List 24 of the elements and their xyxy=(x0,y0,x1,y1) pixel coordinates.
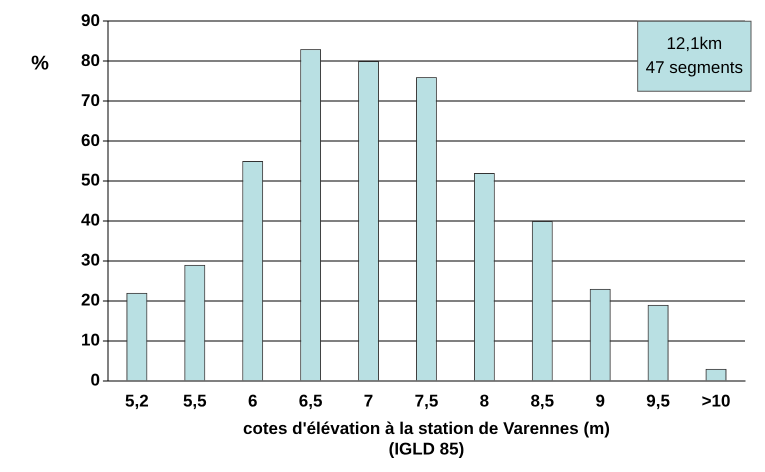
y-tick-label: 0 xyxy=(90,370,100,390)
x-tick-label: 7,5 xyxy=(414,392,438,411)
x-tick-label: 8 xyxy=(480,392,490,411)
x-tick-label: 5,2 xyxy=(125,392,149,411)
y-tick-label: 90 xyxy=(80,10,100,30)
y-tick-label: 30 xyxy=(80,250,100,270)
y-tick-label: 80 xyxy=(80,50,100,70)
x-axis-title: cotes d'élévation à la station de Varennes (m) (IGLD 85) xyxy=(243,419,610,458)
x-tick-label: 7 xyxy=(364,392,374,411)
x-tick-label: 9 xyxy=(595,392,605,411)
y-tick-label: 10 xyxy=(80,330,100,350)
y-axis-title: % xyxy=(31,52,50,75)
y-tick-label: 40 xyxy=(80,210,100,230)
y-tick-label: 60 xyxy=(80,130,100,150)
annotation: 12,1km 47 segments xyxy=(646,34,744,77)
y-tick-label: 70 xyxy=(80,90,100,110)
x-tick-label: 6 xyxy=(248,392,258,411)
x-tick-label: 9,5 xyxy=(646,392,670,411)
x-tick-label: 5,5 xyxy=(182,392,207,411)
y-tick-label: 20 xyxy=(80,290,100,310)
y-tick-label: 50 xyxy=(80,170,100,190)
x-tick-label: 8,5 xyxy=(530,392,554,411)
x-tick-label: >10 xyxy=(702,392,730,411)
x-tick-label: 6,5 xyxy=(298,392,322,411)
